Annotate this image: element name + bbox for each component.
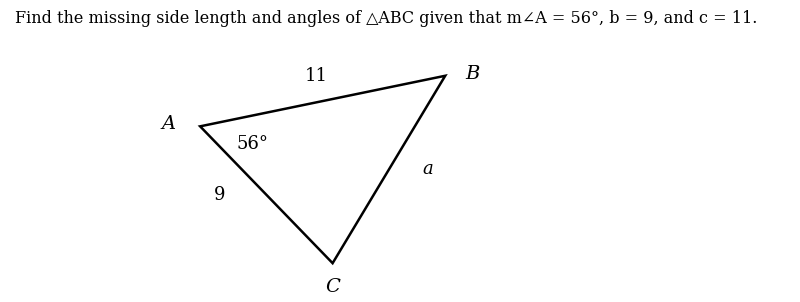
Text: 9: 9	[214, 186, 225, 204]
Text: C: C	[325, 278, 340, 296]
Text: 11: 11	[305, 67, 327, 85]
Text: Find the missing side length and angles of △ABC given that m∠A = 56°, b = 9, and: Find the missing side length and angles …	[14, 10, 757, 27]
Text: a: a	[422, 160, 433, 178]
Text: A: A	[161, 115, 175, 133]
Text: B: B	[465, 65, 479, 82]
Text: 56°: 56°	[237, 135, 269, 153]
